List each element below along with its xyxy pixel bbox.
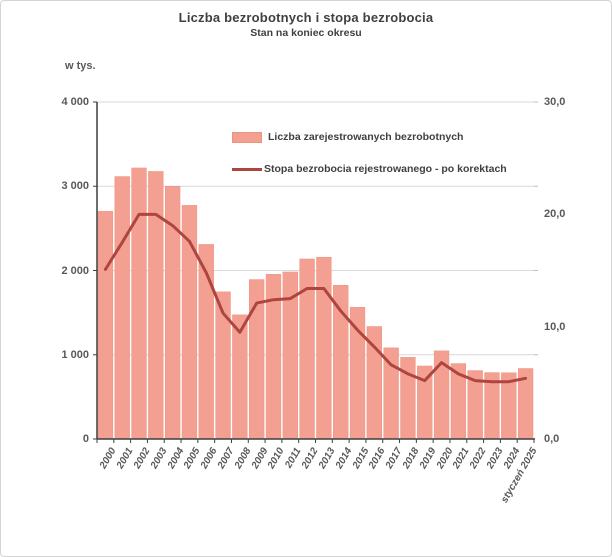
x-axis-label-2018: 2018 bbox=[400, 446, 422, 471]
x-axis-label-2020: 2020 bbox=[434, 446, 456, 471]
x-axis-label-2009: 2009 bbox=[249, 446, 271, 471]
y-axis-right-label-0: 0,0 bbox=[544, 433, 560, 445]
x-axis-label-2006: 2006 bbox=[199, 446, 220, 471]
y-axis-left-label-4000: 4 000 bbox=[61, 96, 89, 108]
legend-item-1: Liczba zarejestrowanych bezrobotnych bbox=[232, 131, 463, 143]
legend-bar-swatch-icon bbox=[232, 131, 262, 143]
x-axis-label-2015: 2015 bbox=[350, 446, 372, 471]
x-axis-label-2005: 2005 bbox=[182, 446, 203, 471]
x-axis-label-2022: 2022 bbox=[468, 446, 489, 471]
y-axis-right-label-30: 30,0 bbox=[544, 96, 566, 108]
rate-line bbox=[103, 212, 528, 384]
y-axis-left-label-0: 0 bbox=[82, 433, 89, 445]
legend-item-2: Stopa bezrobocia rejestrowanego - po kor… bbox=[232, 163, 507, 175]
y-axis-left-label-3000: 3 000 bbox=[61, 180, 89, 193]
y-axis-right-label-20: 20,0 bbox=[544, 208, 566, 221]
y-axis-right-label-10: 10,0 bbox=[544, 320, 566, 333]
x-axis-label-2007: 2007 bbox=[215, 446, 237, 471]
x-axis-label-2002: 2002 bbox=[131, 446, 153, 471]
x-axis-label-2014: 2014 bbox=[333, 446, 355, 471]
legend-label: Stopa bezrobocia rejestrowanego - po kor… bbox=[264, 163, 507, 175]
x-axis-label-2000: 2000 bbox=[98, 446, 119, 471]
x-axis-label-2021: 2021 bbox=[451, 446, 472, 471]
x-axis-label-2016: 2016 bbox=[367, 446, 388, 471]
x-axis-label-2001: 2001 bbox=[115, 446, 136, 471]
y-axis-left-label-2000: 2 000 bbox=[61, 264, 89, 277]
y-axis-left-label-1000: 1 000 bbox=[61, 348, 89, 361]
left-axis-unit-label: w tys. bbox=[65, 60, 96, 72]
x-axis-label-2013: 2013 bbox=[316, 446, 338, 471]
legend-line-swatch-icon bbox=[232, 167, 262, 171]
x-axis-label-2011: 2011 bbox=[283, 446, 304, 471]
x-axis-label-2019: 2019 bbox=[417, 446, 439, 471]
legend-label: Liczba zarejestrowanych bezrobotnych bbox=[268, 131, 464, 143]
x-axis-label-2017: 2017 bbox=[384, 446, 405, 471]
x-axis-label-2010: 2010 bbox=[266, 446, 287, 471]
x-axis-label-2023: 2023 bbox=[484, 446, 506, 471]
x-axis-label-2004: 2004 bbox=[165, 446, 187, 471]
chart-subtitle: Stan na koniec okresu bbox=[250, 27, 362, 39]
x-axis-label-2008: 2008 bbox=[232, 446, 254, 471]
x-axis-label-2003: 2003 bbox=[148, 446, 170, 471]
chart-title: Liczba bezrobotnych i stopa bezrobocia bbox=[178, 10, 434, 25]
